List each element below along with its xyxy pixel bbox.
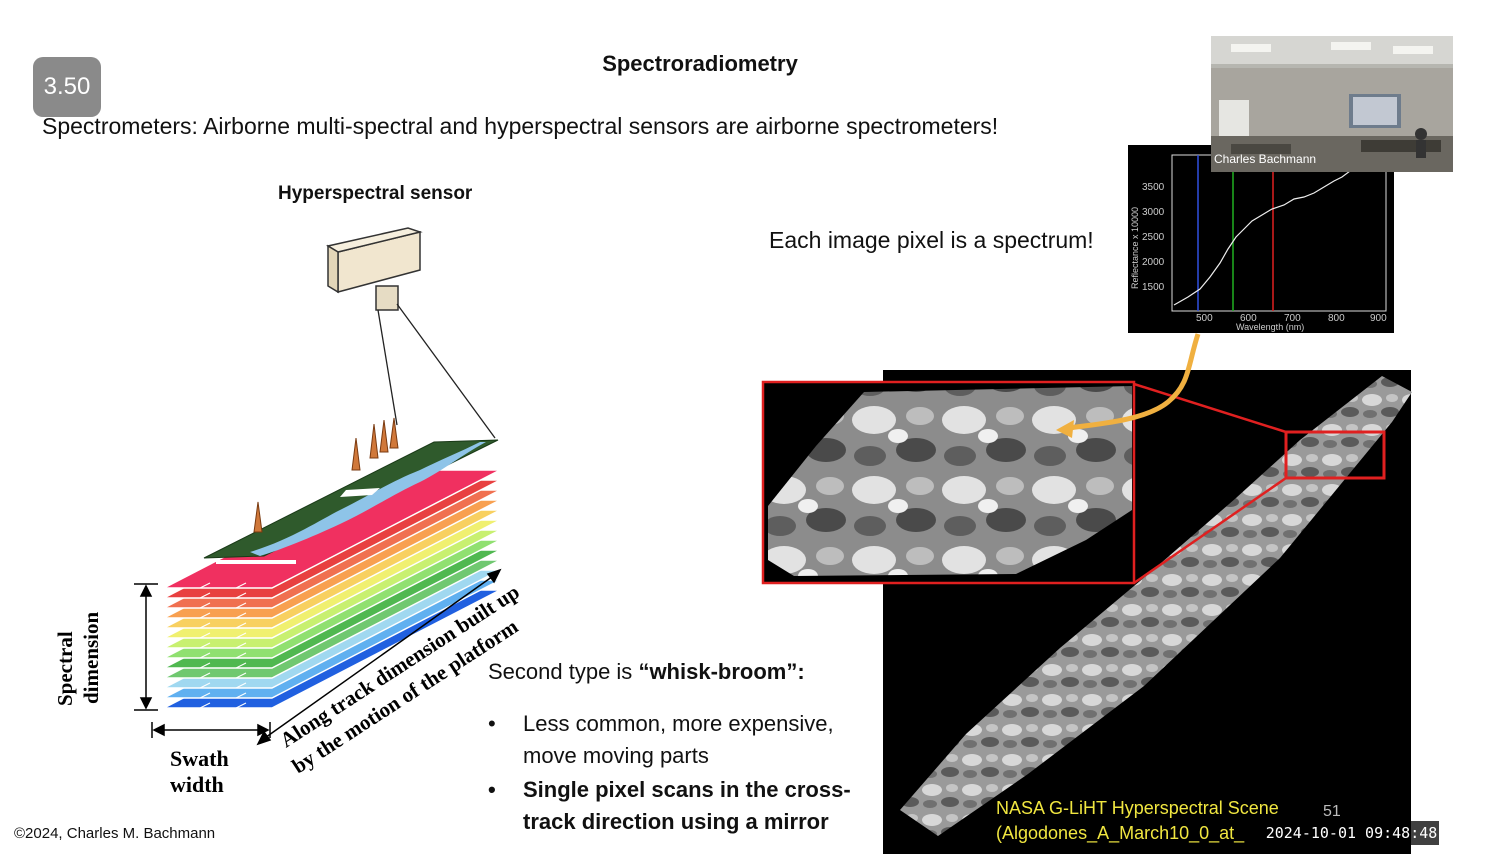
scene-strip bbox=[900, 376, 1412, 836]
layer-grid-line bbox=[235, 602, 247, 609]
layer-grid-line bbox=[235, 672, 247, 679]
recording-timestamp: 2024-10-01 09:48:48 bbox=[1264, 821, 1439, 845]
layer-grid-line bbox=[199, 652, 211, 659]
whisk-intro-text: Second type is bbox=[488, 659, 639, 684]
swath-label-1: Swath bbox=[170, 746, 229, 771]
whisk-broom-intro: Second type is “whisk-broom”: bbox=[488, 659, 805, 685]
layer-grid-line bbox=[199, 692, 211, 699]
whisk-broom-bullets: Less common, more expensive, move moving… bbox=[488, 708, 868, 840]
layer-grid-line bbox=[199, 612, 211, 619]
tree-icons bbox=[253, 417, 399, 533]
layer-grid-line bbox=[235, 632, 247, 639]
xtick: 700 bbox=[1284, 313, 1301, 324]
ytick: 2000 bbox=[1142, 257, 1165, 268]
layer-grid-line bbox=[199, 632, 211, 639]
hyperspectral-cube-diagram: Spectral dimension Swath width Along tra… bbox=[53, 227, 524, 797]
scene-caption-line-1: NASA G-LiHT Hyperspectral Scene bbox=[996, 798, 1279, 818]
layer-grid-line bbox=[199, 702, 211, 709]
swath-width-arrow bbox=[151, 722, 271, 738]
xtick: 500 bbox=[1196, 313, 1213, 324]
layer-grid-line bbox=[235, 642, 247, 649]
layer-grid-line bbox=[235, 702, 247, 709]
hyperspectral-scene-image bbox=[761, 333, 1412, 854]
bullet-item: Single pixel scans in the cross-track di… bbox=[488, 774, 868, 838]
zoom-inset-image bbox=[768, 386, 1132, 576]
highlight-box bbox=[1284, 430, 1386, 480]
scene-caption-line-2: (Algodones_A_March10_0_at_ bbox=[996, 823, 1245, 843]
layer-grid-line bbox=[199, 662, 211, 669]
ytick: 2500 bbox=[1142, 232, 1165, 243]
slide-number: 51 bbox=[1323, 803, 1341, 820]
spectrum-curve bbox=[1173, 164, 1377, 306]
xtick: 900 bbox=[1370, 313, 1387, 324]
bullet-item: Less common, more expensive, move moving… bbox=[488, 708, 868, 772]
spectral-dimension-arrow bbox=[134, 583, 158, 711]
presenter-name: Charles Bachmann bbox=[1214, 152, 1317, 166]
layer-grid-line bbox=[199, 682, 211, 689]
classroom-video-frame bbox=[1211, 36, 1453, 172]
top-image-layer bbox=[203, 439, 499, 564]
layer-grid-line bbox=[235, 592, 247, 599]
presenter-webcam[interactable] bbox=[1211, 36, 1453, 172]
spectral-layers bbox=[163, 469, 501, 709]
slide-title: Spectroradiometry bbox=[602, 51, 798, 76]
whisk-intro-bold: “whisk-broom”: bbox=[638, 659, 805, 684]
layer-grid-line bbox=[199, 592, 211, 599]
slide-subtitle: Spectrometers: Airborne multi-spectral a… bbox=[42, 113, 999, 139]
slide-badge: 3.50 bbox=[33, 57, 101, 117]
layer-grid-line bbox=[199, 672, 211, 679]
ytick: 3500 bbox=[1142, 182, 1165, 193]
xtick: 600 bbox=[1240, 313, 1257, 324]
xtick: 800 bbox=[1328, 313, 1345, 324]
layer-grid-line bbox=[199, 602, 211, 609]
layer-grid-line bbox=[235, 692, 247, 699]
pixel-spectrum-note: Each image pixel is a spectrum! bbox=[769, 227, 1094, 253]
swath-label-2: width bbox=[170, 772, 224, 797]
layer-grid-line bbox=[199, 622, 211, 629]
layer-grid-line bbox=[199, 642, 211, 649]
along-track-arrow bbox=[256, 568, 502, 746]
spectral-label-1: Spectral bbox=[53, 631, 77, 706]
pixel-arrow bbox=[1067, 333, 1201, 431]
spectrum-ylabel: Reflectance x 10000 bbox=[1130, 207, 1140, 289]
layer-grid-line bbox=[199, 582, 211, 589]
layer-grid-line bbox=[235, 682, 247, 689]
layer-grid-line bbox=[235, 662, 247, 669]
spectrum-plot: 3500 3000 2500 2000 1500 500 600 700 800… bbox=[1128, 145, 1394, 333]
layer-grid-line bbox=[235, 622, 247, 629]
copyright-notice: ©2024, Charles M. Bachmann bbox=[14, 825, 216, 842]
diagram-heading: Hyperspectral sensor bbox=[278, 183, 473, 204]
ytick: 1500 bbox=[1142, 282, 1165, 293]
spectrum-xlabel: Wavelength (nm) bbox=[1236, 322, 1304, 332]
layer-grid-line bbox=[235, 612, 247, 619]
sensor-icon bbox=[326, 227, 496, 439]
layer-grid-line bbox=[235, 582, 247, 589]
layer-grid-line bbox=[235, 652, 247, 659]
spectral-label-2: dimension bbox=[79, 611, 103, 704]
scene-caption: NASA G-LiHT Hyperspectral Scene (Algodon… bbox=[996, 796, 1279, 846]
ytick: 3000 bbox=[1142, 207, 1165, 218]
